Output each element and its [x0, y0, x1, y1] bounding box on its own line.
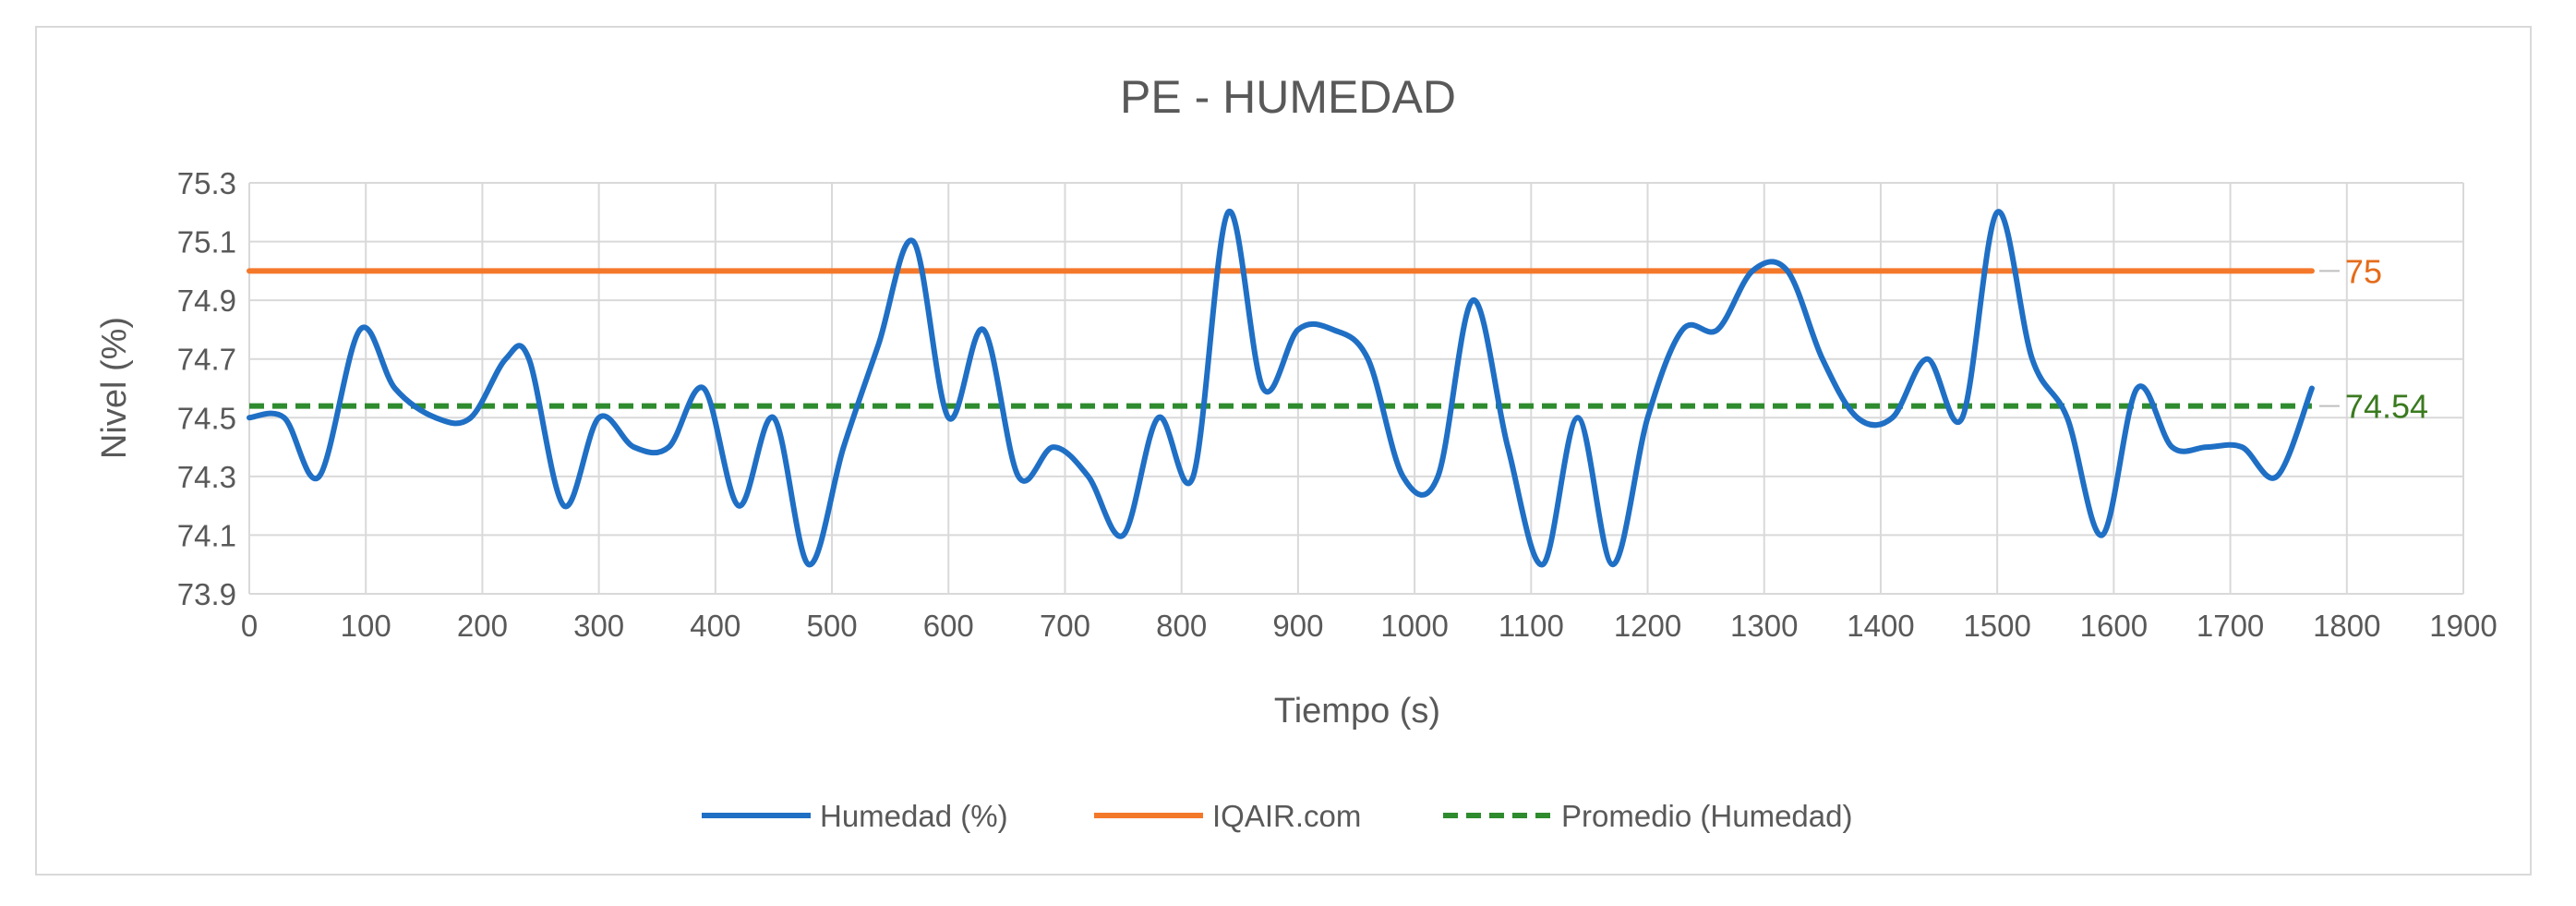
end-label-promedio-humedad: 74.54 — [2345, 388, 2428, 426]
x-tick-label: 1700 — [2197, 609, 2264, 643]
x-tick-label: 600 — [923, 609, 974, 643]
x-tick-label: 1100 — [1499, 609, 1564, 643]
x-tick-label: 500 — [807, 609, 858, 643]
y-axis-title: Nivel (%) — [95, 317, 134, 459]
legend-label-iqair-com: IQAIR.com — [1212, 799, 1361, 833]
end-label-iqair-com: 75 — [2345, 252, 2382, 290]
grid — [248, 182, 2464, 595]
legend-label-promedio-humedad: Promedio (Humedad) — [1561, 799, 1852, 833]
y-tick-label: 74.5 — [177, 401, 236, 435]
x-tick-label: 700 — [1040, 609, 1090, 643]
x-tick-label: 1400 — [1847, 609, 1914, 643]
y-tick-label: 74.7 — [177, 343, 236, 377]
series-layer: 75 74.54 — [247, 209, 2428, 568]
x-tick-label: 1300 — [1730, 609, 1798, 643]
x-tick-label: 900 — [1272, 609, 1323, 643]
legend-label-humedad: Humedad (%) — [820, 799, 1008, 833]
legend: Humedad (%) IQAIR.com Promedio (Humedad) — [702, 799, 1852, 833]
y-tick-label: 75.3 — [177, 166, 236, 200]
x-tick-label: 1200 — [1614, 609, 1681, 643]
x-tick-label: 100 — [341, 609, 391, 643]
x-tick-label: 800 — [1156, 609, 1207, 643]
y-tick-label: 75.1 — [177, 225, 236, 260]
x-tick-label: 1900 — [2429, 609, 2497, 643]
x-tick-label: 200 — [457, 609, 508, 643]
series-line-humedad — [247, 209, 2315, 568]
y-tick-label: 74.1 — [177, 518, 236, 552]
x-tick-label: 400 — [690, 609, 740, 643]
axes: 73.9 74.1 74.3 74.5 74.7 74.9 75.1 75.3 0 100 200 3… — [177, 166, 2498, 643]
x-tick-label: 1000 — [1380, 609, 1448, 643]
x-tick-label: 1800 — [2313, 609, 2380, 643]
x-axis-title: Tiempo (s) — [1274, 692, 1440, 731]
x-tick-label: 300 — [573, 609, 624, 643]
y-tick-label: 73.9 — [177, 577, 236, 611]
y-tick-label: 74.3 — [177, 460, 236, 494]
y-tick-label: 74.9 — [177, 284, 236, 318]
x-tick-label: 1600 — [2080, 609, 2148, 643]
chart-frame — [35, 26, 2532, 876]
chart-title: PE - HUMEDAD — [1120, 71, 1456, 123]
x-tick-label: 0 — [241, 609, 258, 643]
x-tick-label: 1500 — [1963, 609, 2030, 643]
